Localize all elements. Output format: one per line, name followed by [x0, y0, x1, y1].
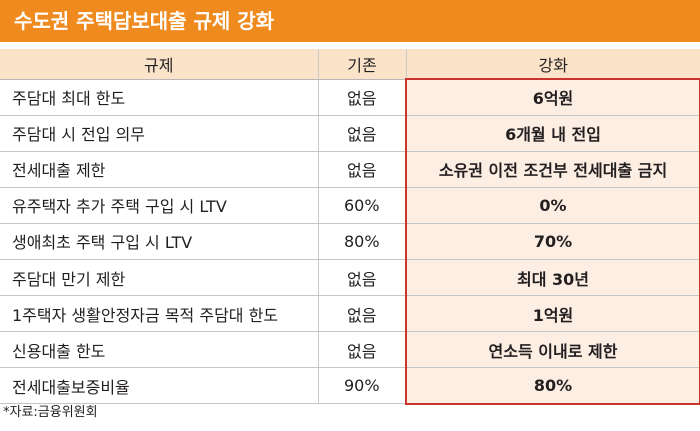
before-cell: 없음 — [317, 151, 406, 188]
before-cell: 없음 — [317, 115, 406, 152]
table-row: 주담대 시 전입 의무 없음 6개월 내 전입 — [0, 115, 700, 152]
before-cell: 없음 — [317, 295, 406, 333]
column-header-category: 규제 — [0, 49, 318, 80]
header-row: 규제 기존 강화 — [0, 49, 700, 80]
table-row: 전세대출 제한 없음 소유권 이전 조건부 전세대출 금지 — [0, 151, 700, 188]
category-cell: 주담대 최대 한도 — [0, 79, 318, 116]
category-cell: 전세대출 제한 — [0, 151, 318, 188]
before-cell: 없음 — [317, 259, 406, 297]
before-cell: 없음 — [317, 331, 406, 369]
category-cell: 주담대 만기 제한 — [0, 259, 318, 297]
before-cell: 60% — [317, 187, 406, 224]
after-cell: 6억원 — [405, 77, 700, 116]
category-cell: 생애최초 주택 구입 시 LTV — [0, 223, 318, 260]
table-row: 유주택자 추가 주택 구입 시 LTV 60% 0% — [0, 187, 700, 224]
before-cell: 없음 — [317, 79, 406, 116]
category-cell: 1주택자 생활안정자금 목적 주담대 한도 — [0, 295, 318, 333]
table-row: 주담대 최대 한도 없음 6억원 — [0, 77, 700, 116]
category-cell: 신용대출 한도 — [0, 331, 318, 369]
table-row: 주담대 만기 제한 없음 최대 30년 — [0, 259, 700, 297]
after-cell: 0% — [405, 187, 700, 224]
table-header: 규제 기존 강화 — [0, 49, 700, 80]
after-cell: 소유권 이전 조건부 전세대출 금지 — [405, 151, 700, 188]
page-title: 수도권 주택담보대출 규제 강화 — [0, 0, 700, 42]
column-header-before: 기존 — [317, 49, 406, 80]
table-body: 주담대 최대 한도 없음 6억원 주담대 시 전입 의무 없음 6개월 내 전입 전세대… — [0, 77, 700, 405]
category-cell: 주담대 시 전입 의무 — [0, 115, 318, 152]
table-row: 전세대출보증비율 90% 80% — [0, 367, 700, 405]
table-row: 생애최초 주택 구입 시 LTV 80% 70% — [0, 223, 700, 260]
after-cell: 최대 30년 — [405, 259, 700, 297]
after-cell: 1억원 — [405, 295, 700, 333]
regulation-table: 규제 기존 강화 주담대 최대 한도 없음 6억원 주담대 시 전입 의무 없음 6개월… — [0, 49, 700, 405]
table-row: 1주택자 생활안정자금 목적 주담대 한도 없음 1억원 — [0, 295, 700, 333]
after-cell: 연소득 이내로 제한 — [405, 331, 700, 369]
before-cell: 90% — [317, 367, 406, 405]
after-cell: 70% — [405, 223, 700, 260]
category-cell: 전세대출보증비율 — [0, 367, 318, 405]
after-cell: 6개월 내 전입 — [405, 115, 700, 152]
after-cell: 80% — [405, 367, 700, 405]
source-note: *자료:금융위원회 — [3, 405, 98, 420]
category-cell: 유주택자 추가 주택 구입 시 LTV — [0, 187, 318, 224]
column-header-after: 강화 — [405, 49, 700, 80]
table-row: 신용대출 한도 없음 연소득 이내로 제한 — [0, 331, 700, 369]
before-cell: 80% — [317, 223, 406, 260]
